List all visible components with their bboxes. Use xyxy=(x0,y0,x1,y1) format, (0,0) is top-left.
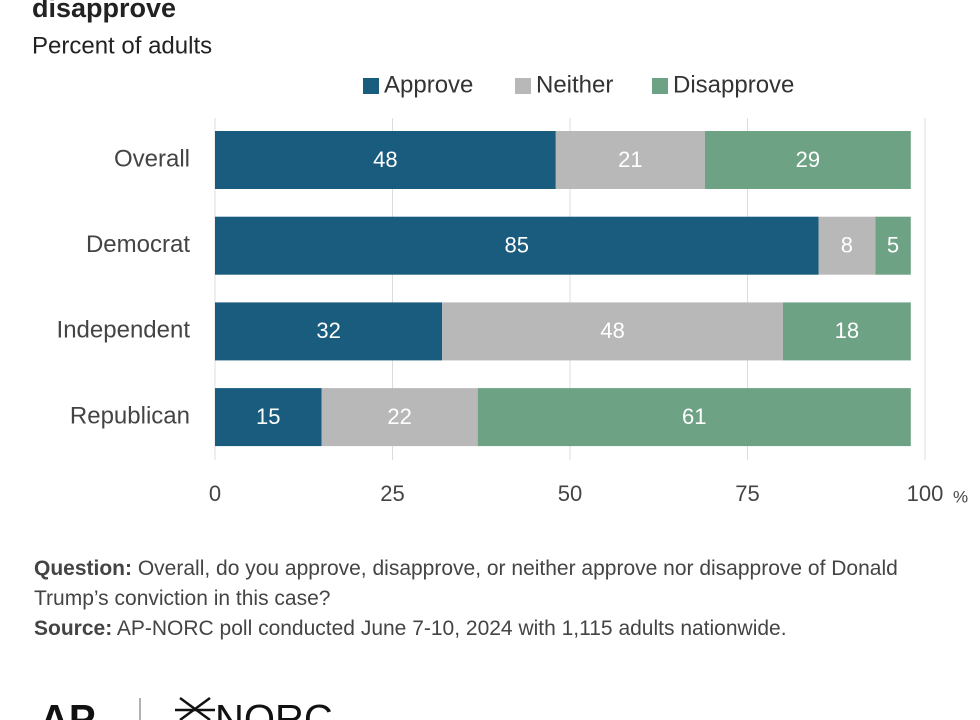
x-tick-label: 25 xyxy=(380,481,404,506)
data-label: 32 xyxy=(316,318,340,343)
data-label: 48 xyxy=(600,318,624,343)
x-tick-label: 100 xyxy=(907,481,944,506)
y-tick-label: Independent xyxy=(57,317,191,344)
bar-segment xyxy=(704,131,911,189)
legend-label: Disapprove xyxy=(673,71,794,98)
source-label: Source: xyxy=(34,617,113,640)
data-label: 21 xyxy=(618,147,642,172)
bar-segment xyxy=(215,216,819,275)
bar-segment xyxy=(477,388,911,447)
y-tick-label: Democrat xyxy=(86,231,190,258)
x-tick-label: 50 xyxy=(558,481,582,506)
data-label: 29 xyxy=(796,147,820,172)
logo-norc: NORC xyxy=(215,698,333,720)
norc-symbol xyxy=(175,696,215,720)
data-label: 5 xyxy=(887,233,899,258)
y-tick-label: Republican xyxy=(70,402,190,429)
legend-swatch xyxy=(652,78,668,94)
bar-segment xyxy=(442,302,783,361)
bar-segment xyxy=(215,302,443,361)
chart-subtitle: Percent of adults xyxy=(32,32,212,59)
bar-segment xyxy=(555,131,705,189)
y-tick-label: Overall xyxy=(114,145,190,172)
data-label: 85 xyxy=(505,233,529,258)
bar-segment xyxy=(783,302,911,361)
data-label: 48 xyxy=(373,147,397,172)
legend-swatch xyxy=(363,78,379,94)
x-tick-label: 0 xyxy=(209,481,221,506)
source: Source: AP-NORC poll conducted June 7-10… xyxy=(34,614,964,644)
bar-segment xyxy=(875,216,911,275)
chart-title: disapprove xyxy=(32,0,176,23)
question-text: Overall, do you approve, disapprove, or … xyxy=(34,557,898,610)
bar-segment xyxy=(215,131,556,189)
data-label: 22 xyxy=(387,404,411,429)
data-label: 18 xyxy=(835,318,859,343)
data-label: 15 xyxy=(256,404,280,429)
footer: Question: Overall, do you approve, disap… xyxy=(34,554,964,644)
x-tick-label: 75 xyxy=(735,481,759,506)
question: Question: Overall, do you approve, disap… xyxy=(34,554,964,614)
bar-segment xyxy=(321,388,478,447)
question-label: Question: xyxy=(34,557,132,580)
data-label: 8 xyxy=(841,233,853,258)
source-text: AP-NORC poll conducted June 7-10, 2024 w… xyxy=(116,617,787,640)
x-unit: % xyxy=(953,487,968,506)
legend-label: Approve xyxy=(384,71,473,98)
legend-label: Neither xyxy=(536,71,613,98)
legend-swatch xyxy=(515,78,531,94)
bar-segment xyxy=(215,388,322,447)
data-label: 61 xyxy=(682,404,706,429)
logo-ap: AP xyxy=(40,698,96,720)
bar-segment xyxy=(818,216,876,275)
